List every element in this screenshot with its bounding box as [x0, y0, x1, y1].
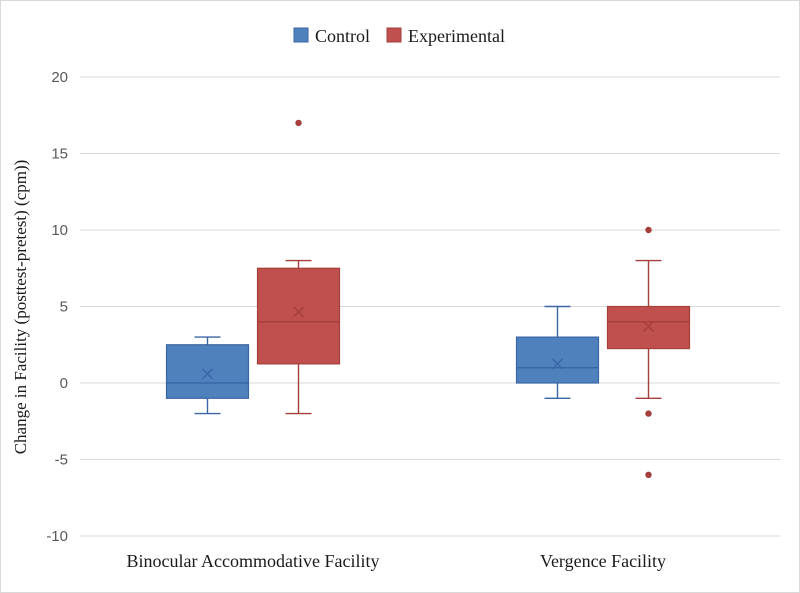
legend-label-experimental: Experimental: [408, 26, 505, 46]
mean-marker: [643, 320, 654, 332]
x-category-label: Vergence Facility: [540, 551, 666, 571]
y-tick-label: -5: [55, 452, 68, 469]
outlier-point: [295, 119, 302, 127]
outlier-point: [645, 226, 652, 234]
box-experimental-1: [606, 226, 691, 478]
box-iqr: [515, 336, 600, 384]
y-tick-label: 20: [51, 69, 68, 86]
mean-marker: [552, 358, 563, 370]
y-tick-label: 5: [60, 299, 68, 316]
legend-label-control: Control: [315, 26, 370, 46]
box-plots: [165, 119, 691, 478]
y-axis-ticks: -10 -5 0 5 10 15 20: [46, 69, 68, 545]
legend: Control Experimental: [293, 26, 505, 46]
box-control-1: [515, 305, 600, 399]
outlier-point: [645, 471, 652, 478]
y-tick-label: 0: [60, 375, 68, 392]
box-iqr: [606, 305, 691, 350]
legend-swatch-experimental: [386, 27, 402, 43]
y-tick-label: 15: [51, 146, 68, 163]
y-axis-label: Change in Facility (posttest-pretest) (c…: [11, 160, 30, 455]
outlier-point: [645, 410, 652, 417]
x-category-label: Binocular Accommodative Facility: [127, 551, 380, 571]
y-tick-label: 10: [51, 222, 68, 239]
y-tick-label: -10: [46, 528, 68, 545]
mean-marker: [202, 368, 213, 380]
x-axis-categories: Binocular Accommodative Facility Vergence…: [127, 551, 667, 571]
mean-marker: [293, 306, 304, 318]
box-iqr: [256, 267, 341, 365]
box-control-0: [165, 336, 250, 415]
box-experimental-0: [256, 119, 341, 415]
legend-swatch-control: [293, 27, 309, 43]
box-iqr: [165, 344, 250, 399]
